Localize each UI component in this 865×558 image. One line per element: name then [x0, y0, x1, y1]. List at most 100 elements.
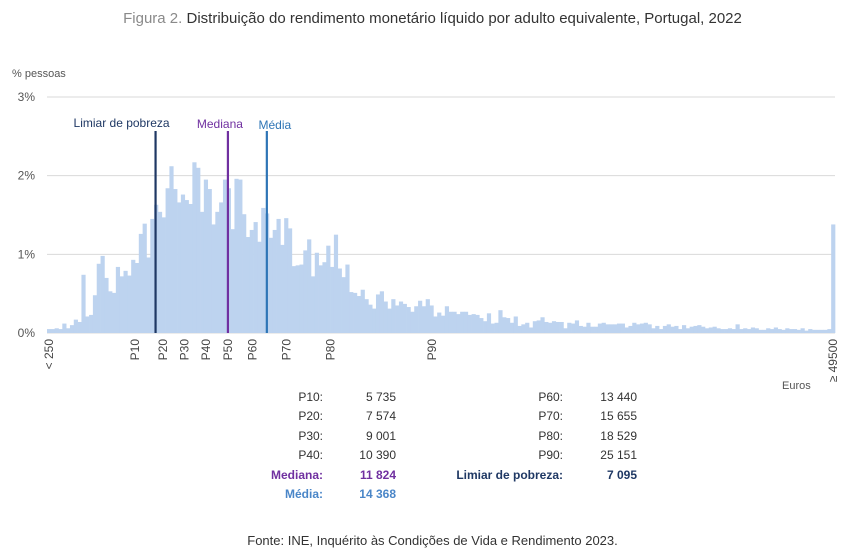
histogram-bar: [77, 321, 82, 333]
histogram-bar: [571, 323, 576, 333]
histogram-bar: [112, 292, 117, 333]
histogram-bar: [483, 321, 488, 333]
percentile-tick-label: P70: [280, 339, 294, 361]
stats-key: P80:: [538, 428, 563, 443]
histogram-bar: [287, 228, 293, 333]
histogram-bar: [398, 301, 404, 333]
histogram-bar: [812, 329, 817, 333]
stats-key: P90:: [538, 448, 563, 463]
reference-line-label: Média: [259, 118, 292, 132]
stats-value: 14 368: [359, 487, 396, 502]
histogram-bar: [245, 237, 251, 333]
histogram-bar: [620, 323, 625, 333]
histogram-bar: [804, 330, 809, 333]
histogram-bar: [104, 277, 109, 333]
reference-line-label: Mediana: [197, 117, 243, 131]
histogram-bar: [192, 162, 197, 333]
histogram-bar: [551, 321, 557, 333]
histogram-bar: [177, 202, 182, 333]
histogram-bar: [701, 326, 706, 333]
histogram-bar: [632, 322, 637, 333]
histogram-bar: [490, 323, 495, 333]
histogram-bar: [540, 317, 545, 333]
histogram-bar: [326, 245, 331, 333]
histogram-bar: [234, 178, 239, 333]
histogram-bar: [567, 322, 572, 333]
histogram-bar: [590, 326, 595, 333]
histogram-bar: [119, 276, 124, 333]
histogram-bar: [203, 179, 209, 333]
histogram-bar: [819, 329, 824, 333]
stats-value: 7 095: [606, 467, 637, 482]
histogram-bar: [574, 320, 580, 333]
histogram-bar: [441, 315, 446, 333]
stats-row-p70: P70: 15 655: [420, 407, 637, 427]
histogram-bar: [303, 250, 308, 333]
stats-value: 15 655: [600, 409, 637, 424]
histogram-bar: [479, 318, 484, 333]
histogram-bar: [115, 266, 121, 333]
histogram-bar: [594, 326, 599, 333]
histogram-bar: [815, 329, 821, 333]
histogram-bar: [157, 211, 163, 333]
histogram-bar: [127, 275, 132, 333]
histogram-bar: [165, 188, 170, 333]
histogram-bar: [525, 322, 530, 333]
histogram-bar: [716, 328, 721, 333]
histogram-bar: [138, 233, 143, 333]
stats-table-right: P60: 13 440 P70: 15 655 P80: 18 529 P90: 25 …: [420, 387, 637, 485]
histogram-bar: [582, 326, 587, 333]
histogram-bar: [291, 266, 296, 333]
histogram-bar: [222, 179, 228, 333]
stats-row-median: Mediana: 11 824: [250, 465, 396, 485]
histogram-bar: [66, 328, 71, 333]
histogram-bar: [666, 324, 671, 333]
histogram-bar: [272, 229, 277, 333]
histogram-bar: [161, 217, 166, 333]
histogram-bar: [766, 328, 771, 333]
histogram-bar: [391, 299, 396, 333]
income-distribution-chart: Limiar de pobreza Mediana Média 0% 1% 2% 3% <…: [12, 68, 840, 392]
stats-key: P40:: [298, 448, 323, 463]
histogram-bar: [739, 329, 744, 333]
histogram-bar: [460, 311, 465, 333]
histogram-bar: [743, 328, 748, 333]
stats-value: 7 574: [365, 409, 396, 424]
stats-key: Limiar de pobreza:: [456, 467, 563, 482]
histogram-bar: [521, 324, 526, 333]
histogram-bar: [142, 223, 147, 333]
percentile-tick-label: P40: [199, 339, 213, 361]
histogram-bar: [215, 211, 220, 333]
histogram-bar: [219, 202, 224, 333]
stats-key: Mediana:: [270, 467, 323, 482]
histogram-bar: [513, 316, 518, 333]
histogram-bar: [536, 320, 541, 333]
histogram-bar: [108, 291, 113, 333]
stats-value: 18 529: [600, 428, 637, 443]
y-tick-label: 0%: [18, 326, 36, 340]
histogram-bar: [131, 259, 136, 333]
histogram-bar: [295, 265, 300, 333]
histogram-bar: [609, 324, 614, 333]
histogram-bar: [261, 207, 266, 333]
histogram-bar: [796, 329, 801, 333]
stats-value: 25 151: [600, 448, 637, 463]
histogram-bar: [395, 305, 400, 333]
histogram-bar: [831, 224, 836, 333]
histogram-bar: [785, 328, 790, 333]
histogram-bar: [548, 322, 553, 333]
histogram-bar: [704, 328, 710, 333]
histogram-bar: [387, 308, 392, 333]
histogram-bar: [123, 270, 128, 333]
histogram-bar: [685, 328, 690, 333]
histogram-bar: [372, 308, 377, 333]
histogram-bar: [456, 314, 461, 333]
percentile-tick-label: P60: [246, 339, 260, 361]
histogram-bar: [150, 218, 155, 333]
figure-caption: Distribuição do rendimento monetário líq…: [186, 10, 742, 27]
histogram-bar: [475, 314, 480, 333]
histogram-bar: [322, 262, 327, 333]
histogram-bar: [808, 329, 813, 333]
histogram-bar: [747, 329, 752, 333]
histogram-bar: [307, 239, 312, 333]
